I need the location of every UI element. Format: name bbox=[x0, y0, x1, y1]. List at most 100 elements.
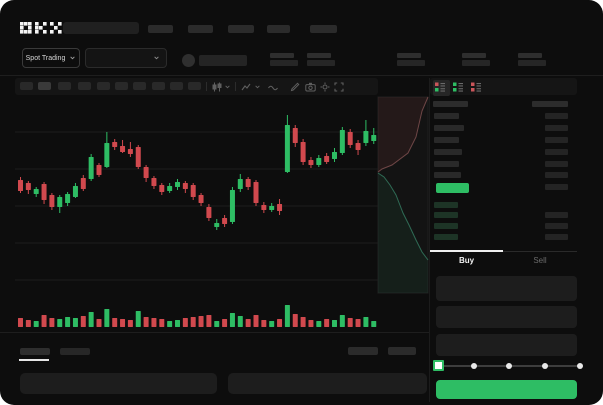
toolbar-divider bbox=[206, 82, 207, 91]
active-tab-indicator bbox=[430, 250, 503, 252]
stat-label-1 bbox=[270, 53, 294, 58]
panel-divider bbox=[429, 78, 430, 402]
buy-submit-button[interactable] bbox=[436, 380, 577, 399]
ask-row-price-2[interactable] bbox=[434, 125, 464, 131]
stat-label-4 bbox=[462, 53, 486, 58]
timeframe-button-8[interactable] bbox=[152, 82, 165, 90]
nav-item-4[interactable] bbox=[267, 25, 290, 33]
last-price-bar[interactable] bbox=[436, 183, 469, 193]
trade-tabs-track bbox=[430, 251, 577, 252]
nav-item-5[interactable] bbox=[310, 25, 337, 33]
pair-type-selector[interactable]: Spot Trading bbox=[22, 48, 80, 68]
indicators-icon[interactable] bbox=[241, 82, 251, 92]
price-input[interactable] bbox=[436, 276, 577, 301]
ask-row-amount-6 bbox=[545, 172, 568, 178]
stat-value-5 bbox=[518, 60, 546, 66]
timeframe-button-5[interactable] bbox=[97, 82, 110, 90]
toolbar-divider bbox=[235, 82, 236, 91]
ask-row-amount-2 bbox=[545, 125, 568, 131]
stat-value-2 bbox=[307, 60, 335, 66]
slider-stop-3[interactable] bbox=[541, 363, 548, 369]
camera-icon[interactable] bbox=[305, 82, 316, 92]
bid-row-amount-2 bbox=[545, 212, 568, 218]
search-bar[interactable] bbox=[63, 22, 139, 34]
ask-row-amount-3 bbox=[545, 137, 568, 143]
ask-row-price-6[interactable] bbox=[434, 172, 461, 178]
book-asks-icon[interactable] bbox=[470, 81, 482, 93]
order-book-header-left bbox=[433, 101, 468, 107]
line-tool-icon[interactable] bbox=[268, 84, 278, 91]
chevron-down-icon[interactable] bbox=[254, 84, 261, 90]
okx-logo[interactable] bbox=[20, 22, 62, 34]
stat-value-1 bbox=[270, 60, 298, 66]
pair-type-label: Spot Trading bbox=[25, 54, 66, 62]
orders-table-placeholder bbox=[20, 373, 217, 394]
settings-icon[interactable] bbox=[320, 82, 330, 92]
timeframe-button-4[interactable] bbox=[78, 82, 91, 90]
slider-handle[interactable] bbox=[433, 360, 444, 371]
nav-item-1[interactable] bbox=[148, 25, 173, 33]
tab-sell[interactable]: Sell bbox=[533, 256, 547, 265]
tab-buy[interactable]: Buy bbox=[458, 256, 475, 265]
stat-label-2 bbox=[307, 53, 331, 58]
bid-row-price-1[interactable] bbox=[434, 202, 458, 208]
bid-row-amount-4 bbox=[545, 234, 568, 240]
chevron-down-icon bbox=[154, 56, 159, 60]
slider-stop-4[interactable] bbox=[577, 363, 583, 369]
last-price-placeholder bbox=[199, 55, 247, 66]
nav-item-2[interactable] bbox=[188, 25, 213, 33]
draw-icon[interactable] bbox=[290, 82, 300, 92]
timeframe-button-2[interactable] bbox=[38, 82, 51, 90]
header-divider bbox=[0, 75, 603, 76]
timeframe-button-9[interactable] bbox=[170, 82, 183, 90]
okx-logo-icon bbox=[20, 22, 62, 34]
ask-row-price-3[interactable] bbox=[434, 137, 459, 143]
chevron-down-icon bbox=[70, 56, 76, 60]
ask-row-amount-4 bbox=[545, 149, 568, 155]
stat-label-3 bbox=[397, 53, 421, 58]
stat-label-5 bbox=[518, 53, 542, 58]
pair-selector-dropdown[interactable] bbox=[85, 48, 167, 68]
orders-table-placeholder-2 bbox=[228, 373, 427, 394]
bid-row-amount-3 bbox=[545, 223, 568, 229]
timeframe-button-6[interactable] bbox=[115, 82, 128, 90]
nav-item-3[interactable] bbox=[228, 25, 254, 33]
book-combined-icon[interactable] bbox=[433, 80, 450, 96]
chevron-down-icon[interactable] bbox=[224, 84, 231, 90]
ask-row-amount-1 bbox=[545, 113, 568, 119]
timeframe-button-3[interactable] bbox=[58, 82, 71, 90]
footer-action-2[interactable] bbox=[388, 347, 416, 355]
order-book-header-right bbox=[532, 101, 568, 107]
timeframe-button-7[interactable] bbox=[133, 82, 146, 90]
bid-row-price-2[interactable] bbox=[434, 212, 458, 218]
ticker-icon bbox=[182, 54, 195, 67]
timeframe-button-1[interactable] bbox=[20, 82, 33, 90]
depth-chart bbox=[377, 96, 429, 294]
footer-active-tab-underline bbox=[19, 359, 49, 361]
ask-row-amount-5 bbox=[545, 161, 568, 167]
slider-stop-2[interactable] bbox=[506, 363, 512, 369]
order-book-toolbar bbox=[430, 78, 577, 95]
candle-style-icon[interactable] bbox=[212, 82, 222, 92]
stat-value-3 bbox=[397, 60, 425, 66]
bid-row-price-4[interactable] bbox=[434, 234, 458, 240]
amount-input[interactable] bbox=[436, 306, 577, 328]
bid-row-price-3[interactable] bbox=[434, 223, 458, 229]
ask-row-price-1[interactable] bbox=[434, 113, 459, 119]
footer-action-1[interactable] bbox=[348, 347, 378, 355]
footer-tab-history[interactable] bbox=[60, 348, 90, 355]
ask-row-price-4[interactable] bbox=[434, 149, 462, 155]
last-price-amount bbox=[545, 184, 568, 190]
slider-stop-1[interactable] bbox=[470, 363, 477, 369]
total-input[interactable] bbox=[436, 334, 577, 356]
fullscreen-icon[interactable] bbox=[334, 82, 344, 92]
footer-divider bbox=[0, 332, 429, 333]
ask-row-price-5[interactable] bbox=[434, 161, 459, 167]
footer-tab-orders[interactable] bbox=[20, 348, 50, 355]
timeframe-button-10[interactable] bbox=[188, 82, 201, 90]
book-bids-icon[interactable] bbox=[452, 81, 464, 93]
stat-value-4 bbox=[462, 60, 490, 66]
